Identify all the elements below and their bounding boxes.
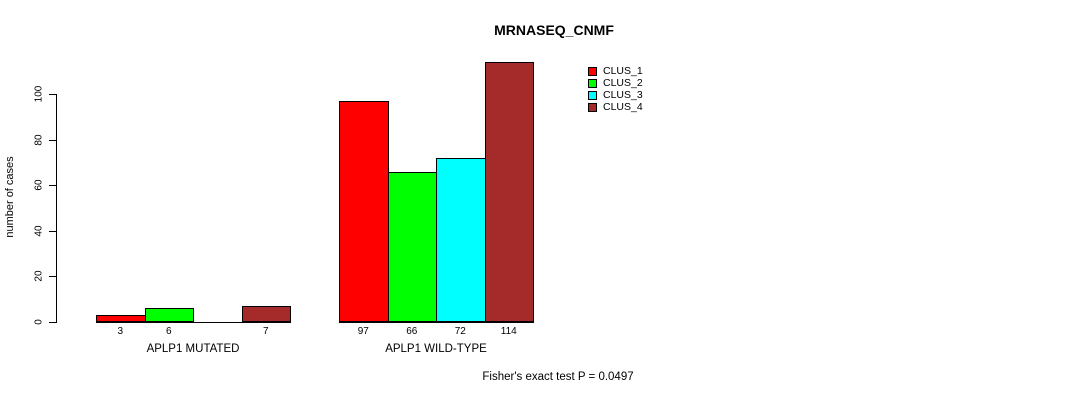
y-tick-label: 60 — [33, 179, 45, 191]
y-tick-label: 100 — [33, 85, 45, 103]
chart-title: MRNASEQ_CNMF — [494, 22, 614, 38]
y-tick — [49, 185, 56, 186]
bar-value-label: 72 — [454, 326, 466, 337]
y-tick — [49, 94, 56, 95]
bar-value-label: 114 — [500, 326, 517, 337]
fisher-test-annotation: Fisher's exact test P = 0.0497 — [482, 371, 634, 383]
bar-clus_2-mutated — [144, 308, 194, 322]
legend-item-clus_3: CLUS_3 — [588, 89, 643, 101]
bar-clus_1-mutated — [96, 315, 146, 322]
bar-clus_3-wildtype — [436, 157, 486, 322]
legend-label: CLUS_1 — [603, 64, 643, 77]
bar-value-label: 6 — [165, 326, 172, 337]
legend-item-clus_4: CLUS_4 — [588, 102, 643, 114]
y-tick-label: 80 — [33, 134, 45, 146]
y-axis-line — [56, 94, 57, 323]
legend-label: CLUS_2 — [603, 77, 643, 90]
y-tick — [49, 231, 56, 232]
y-tick-label: 40 — [33, 225, 45, 237]
legend-swatch — [588, 78, 597, 88]
y-tick — [49, 322, 56, 323]
legend-swatch — [588, 90, 597, 100]
y-tick-label: 0 — [33, 319, 45, 325]
x-group-label: APLP1 MUTATED — [146, 343, 240, 355]
y-axis-label: number of cases — [4, 156, 16, 238]
legend-item-clus_2: CLUS_2 — [588, 77, 643, 89]
bar-clus_2-wildtype — [387, 171, 437, 322]
legend-item-clus_1: CLUS_1 — [588, 65, 643, 77]
legend: CLUS_1 CLUS_2 CLUS_3 CLUS_4 — [588, 65, 643, 114]
y-tick — [49, 276, 56, 277]
y-tick — [49, 140, 56, 141]
bar-value-label: 97 — [357, 326, 369, 337]
legend-label: CLUS_4 — [603, 101, 643, 114]
group-baseline — [339, 322, 534, 323]
bar-clus_1-wildtype — [339, 100, 389, 322]
bar-clus_4-wildtype — [484, 62, 534, 322]
bar-clus_4-mutated — [241, 306, 291, 322]
x-group-label: APLP1 WILD-TYPE — [385, 343, 487, 355]
legend-swatch — [588, 103, 597, 113]
bar-value-label: 3 — [117, 326, 124, 337]
bar-value-label: 7 — [262, 326, 269, 337]
group-baseline — [96, 322, 291, 323]
bar-value-label: 66 — [406, 326, 418, 337]
legend-swatch — [588, 66, 597, 76]
legend-label: CLUS_3 — [603, 89, 643, 102]
y-tick-label: 20 — [33, 270, 45, 282]
